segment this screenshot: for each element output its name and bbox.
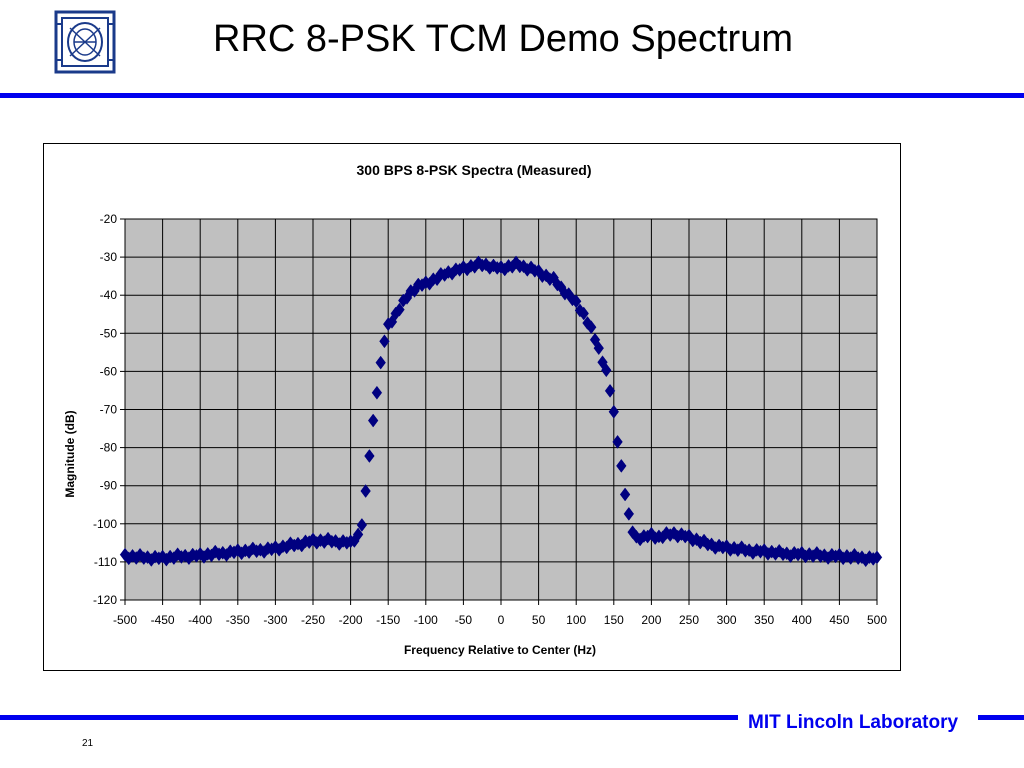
data-point: [379, 334, 390, 349]
data-point: [375, 355, 386, 370]
y-tick-label: -30: [100, 250, 118, 264]
data-point: [608, 404, 619, 419]
slide-title: RRC 8-PSK TCM Demo Spectrum: [213, 18, 793, 60]
data-point: [356, 518, 368, 532]
x-axis-label: Frequency Relative to Center (Hz): [404, 643, 596, 657]
x-tick-label: 450: [829, 613, 849, 627]
y-tick-label: -40: [100, 288, 118, 302]
data-point: [612, 434, 623, 449]
y-tick-label: -100: [93, 517, 117, 531]
x-tick-label: 300: [717, 613, 737, 627]
y-tick-label: -70: [100, 403, 118, 417]
y-tick-label: -110: [94, 555, 117, 569]
x-tick-label: 0: [498, 613, 505, 627]
data-point: [593, 341, 604, 356]
x-tick-label: 350: [754, 613, 774, 627]
data-point: [371, 385, 383, 400]
data-point: [871, 550, 883, 565]
footer-lab-name: MIT Lincoln Laboratory: [748, 712, 959, 733]
chart-title: 300 BPS 8-PSK Spectra (Measured): [357, 162, 592, 178]
x-tick-label: -200: [339, 613, 363, 627]
data-point: [619, 487, 631, 502]
y-tick-label: -20: [100, 212, 118, 226]
x-tick-labels: -500 -450 -400 -350 -300 -250 -200 -150 -100 -50 0…: [113, 613, 887, 627]
x-tick-label: -250: [301, 613, 325, 627]
x-tick-label: 100: [566, 613, 586, 627]
x-tick-label: -150: [376, 613, 400, 627]
chart-frame: 300 BPS 8-PSK Spectra (Measured) -20 -30-…: [43, 143, 901, 671]
axes: [120, 218, 878, 605]
data-point: [367, 413, 379, 428]
x-tick-label: -450: [151, 613, 175, 627]
y-tick-labels: -20 -30 -40 -50 -60 -70 -80 -90 -100 -110 -120: [93, 212, 117, 607]
x-tick-label: 500: [867, 613, 887, 627]
data-point: [394, 302, 405, 317]
y-tick-label: -120: [93, 593, 117, 607]
data-series: [119, 255, 883, 568]
x-tick-label: -400: [188, 613, 212, 627]
data-point: [623, 506, 635, 521]
data-point: [571, 294, 582, 309]
x-tick-label: -100: [414, 613, 438, 627]
spectrum-chart: 300 BPS 8-PSK Spectra (Measured) -20-30-…: [63, 162, 887, 657]
data-point: [616, 458, 627, 473]
y-tick-label: -80: [100, 441, 118, 455]
x-tick-label: 50: [532, 613, 546, 627]
footer-divider-left: [0, 715, 738, 720]
y-tick-label: -50: [100, 326, 118, 340]
data-point: [601, 363, 612, 378]
data-point: [364, 449, 375, 463]
x-tick-label: 250: [679, 613, 699, 627]
data-point: [352, 527, 364, 542]
x-tick-label: 400: [792, 613, 812, 627]
top-divider: [0, 93, 1024, 98]
x-tick-label: -350: [226, 613, 250, 627]
y-tick-label: -90: [100, 479, 118, 493]
gridlines: [124, 218, 878, 601]
data-point: [604, 383, 616, 398]
mit-ll-logo-icon: [54, 10, 116, 74]
x-tick-label: 200: [641, 613, 661, 627]
y-axis-label: Magnitude (dB): [63, 410, 77, 497]
y-tick-label: -60: [100, 364, 118, 378]
data-point: [578, 306, 589, 321]
x-tick-label: -500: [113, 613, 137, 627]
data-point: [586, 320, 597, 335]
x-tick-label: 150: [604, 613, 624, 627]
x-tick-label: -50: [455, 613, 473, 627]
data-point: [360, 484, 371, 498]
footer-divider-right: [978, 715, 1024, 720]
x-tick-label: -300: [263, 613, 287, 627]
page-number: 21: [82, 738, 94, 749]
